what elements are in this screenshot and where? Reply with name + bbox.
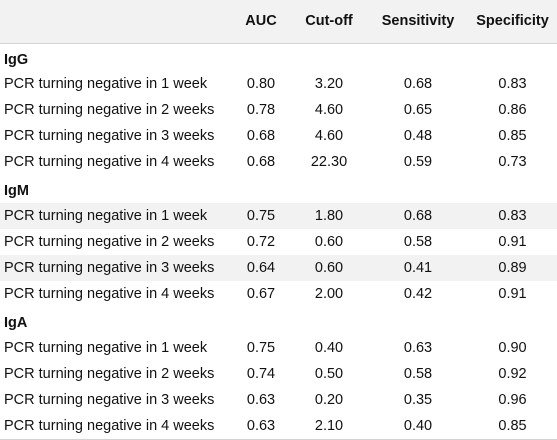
- specificity-value: 0.91: [498, 286, 527, 302]
- row-label: PCR turning negative in 2 weeks: [4, 102, 215, 118]
- table-row: PCR turning negative in 3 weeks 0.63 0.20 0…: [0, 387, 557, 413]
- table-header-row: AUC Cut-off Sensitivity Specificity: [0, 0, 557, 43]
- sensitivity-value: 0.58: [403, 234, 433, 250]
- cutoff-value: 0.20: [314, 392, 344, 408]
- sensitivity-value: 0.65: [403, 102, 433, 118]
- group-header-row: IgA: [0, 307, 557, 335]
- cutoff-value: 22.30: [310, 154, 348, 170]
- auc-value: 0.74: [246, 366, 276, 382]
- table-row: PCR turning negative in 3 weeks 0.64 0.60 0…: [0, 255, 557, 281]
- sensitivity-value: 0.58: [403, 366, 433, 382]
- table-row: PCR turning negative in 1 week 0.75 0.40 0.…: [0, 335, 557, 361]
- specificity-value: 0.96: [498, 392, 527, 408]
- auc-value: 0.67: [246, 286, 276, 302]
- sensitivity-value: 0.59: [403, 154, 433, 170]
- row-label: PCR turning negative in 1 week: [4, 76, 208, 92]
- cutoff-value: 4.60: [314, 102, 344, 118]
- header-label-column: [0, 0, 232, 43]
- cutoff-value: 0.60: [314, 260, 344, 276]
- cutoff-value: 3.20: [314, 76, 344, 92]
- row-label: PCR turning negative in 2 weeks: [4, 234, 215, 250]
- cutoff-value: 2.00: [314, 286, 344, 302]
- auc-value: 0.80: [246, 76, 276, 92]
- group-name: IgG: [4, 52, 29, 69]
- sensitivity-value: 0.68: [403, 208, 433, 224]
- cutoff-value: 0.60: [314, 234, 344, 250]
- table-row: PCR turning negative in 4 weeks 0.68 22.30…: [0, 149, 557, 175]
- auc-value: 0.78: [246, 102, 276, 118]
- row-label: PCR turning negative in 4 weeks: [0, 413, 232, 440]
- table-row: PCR turning negative in 1 week 0.80 3.20 0.…: [0, 71, 557, 97]
- table-body: IgG PCR turning negative in 1 week 0.80 3.2…: [0, 43, 557, 440]
- sensitivity-value: 0.48: [403, 128, 433, 144]
- auc-value: 0.68: [246, 154, 276, 170]
- table-row: PCR turning negative in 2 weeks 0.74 0.50 0…: [0, 361, 557, 387]
- specificity-value: 0.89: [498, 260, 527, 276]
- cutoff-value: 0.40: [314, 340, 344, 356]
- row-label: PCR turning negative in 2 weeks: [4, 366, 215, 382]
- specificity-value: 0.85: [498, 128, 527, 144]
- header-auc: AUC: [245, 13, 277, 30]
- table-row: PCR turning negative in 1 week 0.75 1.80 0.…: [0, 203, 557, 229]
- specificity-value: 0.92: [498, 366, 527, 382]
- auc-value: 0.68: [246, 128, 276, 144]
- auc-value: 0.63: [246, 392, 276, 408]
- specificity-value: 0.83: [498, 76, 527, 92]
- sensitivity-value: 0.41: [403, 260, 433, 276]
- sensitivity-value: 0.35: [403, 392, 433, 408]
- header-specificity: Specificity: [476, 13, 549, 30]
- group-name: IgA: [4, 315, 28, 331]
- table-row: PCR turning negative in 2 weeks 0.78 4.60 0…: [0, 97, 557, 123]
- row-label: PCR turning negative in 3 weeks: [4, 260, 215, 276]
- specificity-value: 0.86: [498, 102, 527, 118]
- table-row: PCR turning negative in 2 weeks 0.72 0.60 0…: [0, 229, 557, 255]
- sensitivity-value: 0.42: [403, 286, 433, 302]
- auc-value: 0.75: [246, 208, 276, 224]
- sensitivity-value: 0.63: [403, 340, 433, 356]
- specificity-value: 0.85: [468, 413, 557, 440]
- specificity-value: 0.90: [498, 340, 527, 356]
- specificity-value: 0.83: [498, 208, 527, 224]
- group-header-row: IgM: [0, 175, 557, 203]
- cutoff-value: 4.60: [314, 128, 344, 144]
- sensitivity-value: 0.40: [368, 413, 468, 440]
- cutoff-value: 0.50: [314, 366, 344, 382]
- cutoff-value: 2.10: [290, 413, 368, 440]
- auc-value: 0.72: [246, 234, 276, 250]
- table-row: PCR turning negative in 4 weeks 0.63 2.10 0…: [0, 413, 557, 440]
- auc-value: 0.75: [246, 340, 276, 356]
- table-row: PCR turning negative in 4 weeks 0.67 2.00 0…: [0, 281, 557, 307]
- row-label: PCR turning negative in 3 weeks: [4, 392, 215, 408]
- specificity-value: 0.91: [498, 234, 527, 250]
- table-row: PCR turning negative in 3 weeks 0.68 4.60 0…: [0, 123, 557, 149]
- row-label: PCR turning negative in 4 weeks: [4, 154, 215, 170]
- auc-value: 0.63: [232, 413, 290, 440]
- sensitivity-value: 0.68: [403, 76, 433, 92]
- header-sensitivity: Sensitivity: [381, 13, 455, 30]
- group-name: IgM: [4, 183, 29, 199]
- row-label: PCR turning negative in 1 week: [4, 340, 208, 356]
- header-cutoff: Cut-off: [305, 13, 353, 30]
- group-header-row: IgG: [0, 43, 557, 71]
- cutoff-value: 1.80: [314, 208, 344, 224]
- auc-value: 0.64: [246, 260, 276, 276]
- row-label: PCR turning negative in 4 weeks: [4, 286, 215, 302]
- row-label: PCR turning negative in 1 week: [4, 208, 208, 224]
- specificity-value: 0.73: [498, 154, 527, 170]
- row-label: PCR turning negative in 3 weeks: [4, 128, 215, 144]
